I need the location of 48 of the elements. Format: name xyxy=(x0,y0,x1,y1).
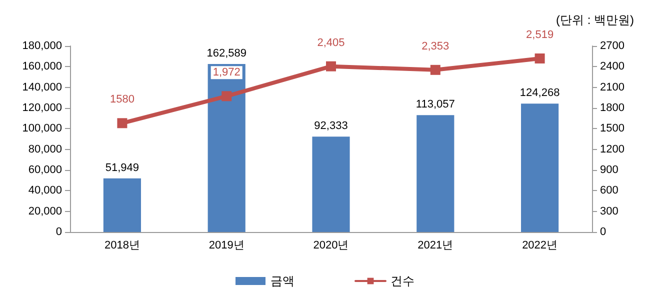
y-tick-label: 0 xyxy=(56,226,62,238)
bar xyxy=(312,136,350,232)
y-tick-label: 120,000 xyxy=(22,102,62,114)
y2-tick-label: 2100 xyxy=(600,81,624,94)
y-tick-label: 60,000 xyxy=(28,164,62,176)
point xyxy=(326,61,336,72)
x-tick-label: 2020년 xyxy=(313,240,349,252)
y2-tick-label: 900 xyxy=(600,164,618,176)
legend-label: 건수 xyxy=(390,274,414,288)
data-label: 2,353 xyxy=(422,40,450,52)
point xyxy=(430,64,440,75)
bar xyxy=(416,115,454,232)
y-tick-label: 80,000 xyxy=(28,143,62,156)
data-label: 1,972 xyxy=(212,66,240,79)
y-tick-label: 140,000 xyxy=(22,81,62,94)
data-label: 113,057 xyxy=(416,98,455,111)
y-tick-label: 40,000 xyxy=(28,184,62,197)
x-tick-label: 2022년 xyxy=(522,240,558,252)
data-label: 1580 xyxy=(110,94,134,106)
y2-tick-label: 300 xyxy=(600,205,618,218)
x-tick-label: 2021년 xyxy=(418,240,454,252)
point xyxy=(222,91,232,102)
data-label: 51,949 xyxy=(105,162,140,174)
point xyxy=(534,53,545,64)
point xyxy=(117,118,128,128)
bar xyxy=(103,178,141,232)
legend-label: 금액 xyxy=(270,274,294,288)
y-tick-label: 100,000 xyxy=(22,122,62,135)
data-label: 2,405 xyxy=(317,36,345,49)
bar xyxy=(208,64,246,232)
y2-tick-label: 1500 xyxy=(600,122,624,135)
y2-tick-label: 1800 xyxy=(600,102,624,114)
data-label: 2,519 xyxy=(526,28,554,41)
y-tick-label: 160,000 xyxy=(22,60,62,73)
x-tick-label: 2018년 xyxy=(104,240,140,252)
y-tick-label: 180,000 xyxy=(22,40,62,52)
y2-tick-label: 0 xyxy=(600,226,606,238)
data-label: 124,268 xyxy=(520,87,560,100)
data-label: 92,333 xyxy=(314,120,348,132)
text: (단위 : 백만원) xyxy=(556,13,634,27)
y2-tick-label: 1200 xyxy=(600,143,624,156)
bar xyxy=(521,104,559,232)
data-label: 162,589 xyxy=(206,47,246,60)
y2-tick-label: 2700 xyxy=(600,40,624,52)
y2-tick-label: 600 xyxy=(600,184,618,197)
y2-tick-label: 2400 xyxy=(600,60,624,73)
y-tick-label: 20,000 xyxy=(28,205,62,218)
x-tick-label: 2019년 xyxy=(208,240,244,252)
